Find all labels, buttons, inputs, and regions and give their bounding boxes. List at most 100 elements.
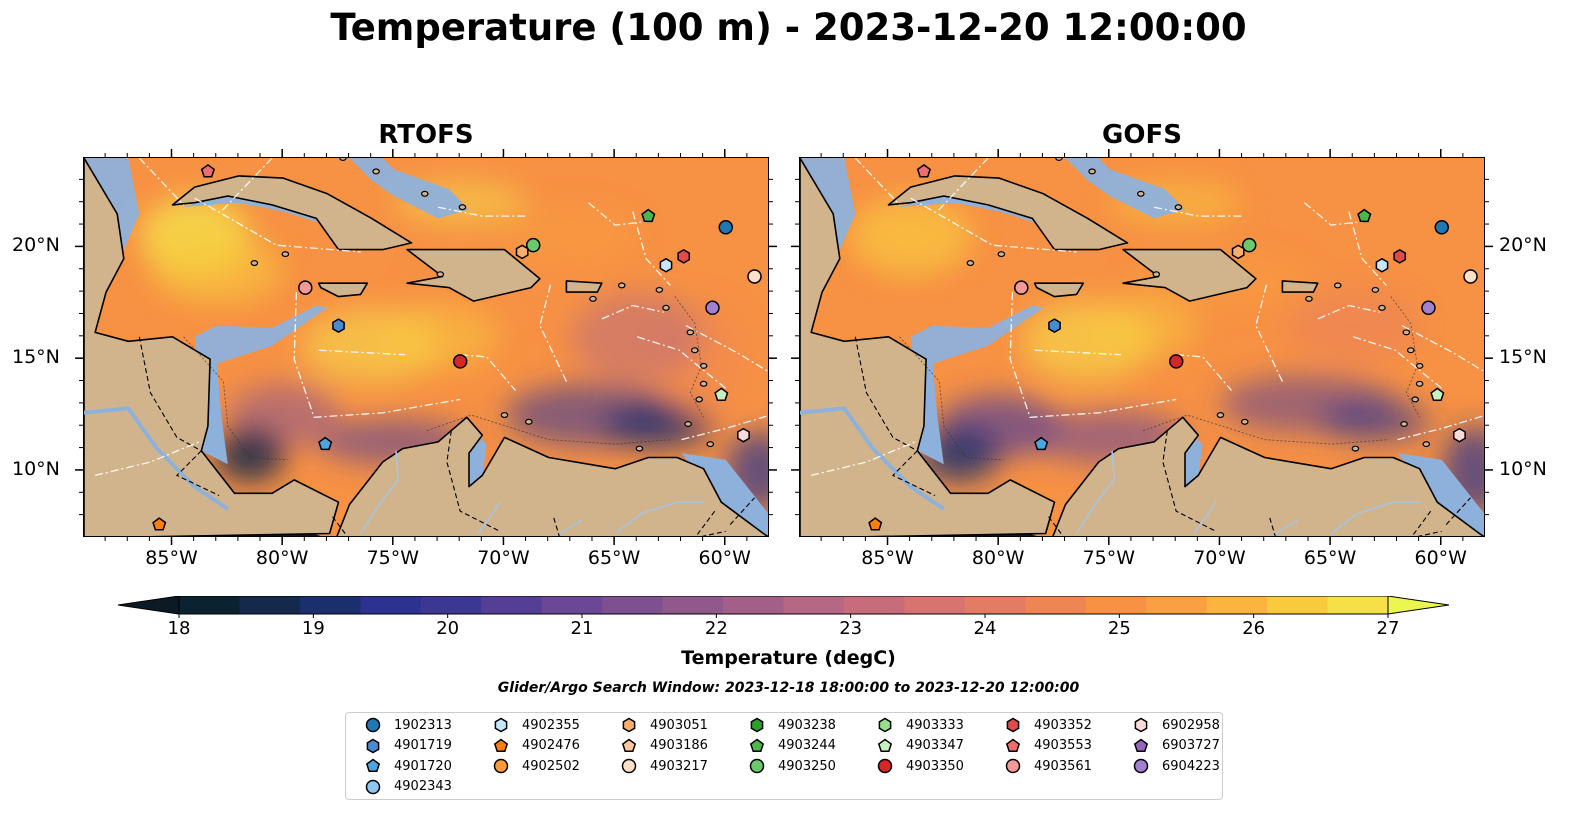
legend-item-4903250: 4903250 [748,757,836,775]
colorbar-tick-label: 22 [704,618,728,639]
colorbar-tick-label: 20 [436,618,460,639]
float-marker-4903352 [677,249,691,264]
circle-marker-icon [621,758,637,774]
pentagon-marker-icon [749,738,765,752]
float-marker-4903561 [298,280,313,295]
pentagon-marker-icon [877,738,893,752]
float-marker-1902313 [718,220,733,235]
legend-item-4901719: 4901719 [364,737,452,755]
legend-label: 4903250 [778,758,836,774]
legend-item-1902313: 1902313 [364,716,452,734]
float-marker-6902958 [737,427,750,443]
legend-marker-4903561 [1005,758,1021,774]
legend-label: 4903561 [1034,758,1092,774]
legend-item-6903727: 6903727 [1132,737,1220,755]
legend-label: 4903333 [906,717,964,733]
lon-tick-label: 75°W [366,547,420,569]
legend-item-6902958: 6902958 [1132,716,1220,734]
lon-tick-label: 60°W [698,547,751,569]
legend-label: 4902476 [522,738,580,753]
legend-label: 4903352 [1034,717,1092,733]
legend-item-4903186: 4903186 [620,737,708,755]
legend-marker-4903244 [749,738,765,752]
legend-label: 4902502 [522,758,580,774]
legend-label: 4903186 [650,738,708,753]
panel-title-gofs: GOFS [1102,120,1182,150]
legend-label: 4903238 [778,717,836,733]
legend-item-6904223: 6904223 [1132,757,1220,775]
float-marker-6904223 [1421,300,1436,316]
legend-item-4903352: 4903352 [1004,716,1092,734]
legend-marker-4903553 [1005,738,1021,752]
legend-label: 4902343 [394,779,452,794]
float-marker-4903217 [747,269,762,284]
legend-label: 6903727 [1162,738,1220,753]
figure-title: Temperature (100 m) - 2023-12-20 12:00:0… [330,6,1247,49]
lon-tick-label: 80°W [255,547,309,569]
float-marker-4903352 [1393,249,1407,264]
legend-item-4903244: 4903244 [748,737,836,755]
float-marker-4903217 [1463,269,1478,284]
legend-label: 4903244 [778,738,836,753]
pentagon-marker-icon [365,758,381,773]
colorbar-tick-label: 23 [839,618,863,639]
lat-tick-label: 15°N [12,346,60,369]
lon-tick-label: 65°W [1303,547,1357,569]
legend-marker-4903186 [621,738,637,752]
legend-label: 4902355 [522,717,580,733]
legend-marker-6903727 [1133,738,1149,752]
colorbar [117,596,1450,618]
legend-label: 4901720 [394,758,452,774]
legend-marker-6902958 [1134,717,1148,733]
circle-marker-icon [877,758,893,774]
colorbar-tick-label: 19 [301,618,325,639]
legend-marker-4903350 [877,758,893,774]
map-gofs [799,157,1485,537]
legend-marker-4903352 [1006,717,1020,733]
float-marker-4901720 [318,436,333,451]
float-marker-4903347 [1430,387,1445,401]
legend-marker-4903347 [877,738,893,752]
colorbar-title: Temperature (degC) [681,647,896,669]
float-marker-4903561 [1014,280,1029,295]
legend-label: 4903051 [650,717,708,733]
lon-tick-label: 85°W [145,547,198,569]
legend-item-4901720: 4901720 [364,757,452,775]
float-marker-4902476 [868,517,883,531]
hexagon-marker-icon [494,717,508,733]
legend-marker-4902502 [493,758,509,774]
legend-marker-4903051 [622,717,636,733]
lon-tick-label: 70°W [477,547,530,569]
legend-item-4902476: 4902476 [492,737,580,755]
lon-tick-label: 65°W [587,547,641,569]
float-marker-4903250 [525,237,541,253]
float-marker-4903250 [1241,237,1257,253]
legend-marker-4903238 [750,717,764,733]
legend-marker-1902313 [365,717,381,733]
colorbar-tick-label: 27 [1376,618,1400,639]
pentagon-marker-icon [493,738,509,752]
colorbar-tick-label: 26 [1242,618,1266,639]
lon-tick-label: 75°W [1082,547,1136,569]
circle-marker-icon [365,779,381,794]
circle-marker-icon [749,758,765,774]
lon-tick-label: 70°W [1193,547,1246,569]
float-marker-4902355 [659,257,673,273]
lat-tick-label: 15°N [1499,346,1547,369]
lon-tick-label: 60°W [1414,547,1467,569]
legend-label: 4903347 [906,738,964,753]
float-marker-4903553 [200,163,215,178]
float-marker-4903553 [916,163,931,178]
search-window-text: Glider/Argo Search Window: 2023-12-18 18… [497,680,1080,696]
circle-marker-icon [1005,758,1021,774]
colorbar-tick-label: 18 [167,618,191,639]
legend-marker-4903217 [621,758,637,774]
legend-marker-4902476 [493,738,509,752]
float-marker-1902313 [1434,220,1449,235]
legend-item-4903561: 4903561 [1004,757,1092,775]
float-marker-4903051 [515,244,529,260]
colorbar-tick-label: 24 [973,618,997,639]
hexagon-marker-icon [622,717,636,733]
legend-item-4903217: 4903217 [620,757,708,775]
pentagon-marker-icon [1133,738,1149,752]
